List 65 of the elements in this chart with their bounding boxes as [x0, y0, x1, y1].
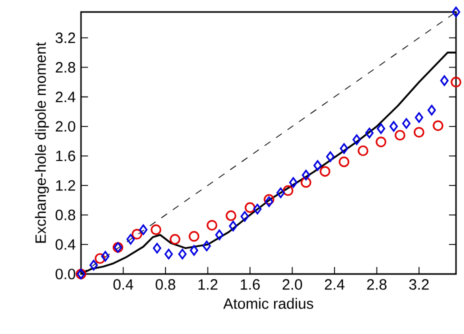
- point: [240, 211, 249, 222]
- point: [170, 234, 180, 245]
- x-tick-label: 2.0: [282, 279, 302, 290]
- point: [178, 248, 187, 260]
- point: [226, 210, 236, 221]
- point: [340, 143, 348, 154]
- point: [276, 188, 285, 198]
- y-tick-label: 3.2: [56, 32, 76, 44]
- y-tick-label: 2.0: [56, 121, 76, 132]
- point: [338, 156, 350, 168]
- x-tick-label: 0.4: [113, 279, 134, 290]
- y-tick-label: 0.4: [56, 239, 76, 250]
- point: [302, 170, 310, 180]
- point: [326, 151, 334, 162]
- point: [440, 75, 449, 86]
- x-tick-label: 2.8: [367, 279, 387, 290]
- point: [452, 6, 460, 18]
- point: [206, 220, 218, 231]
- x-tick-label: 1.6: [240, 279, 260, 290]
- point: [414, 126, 424, 138]
- point: [244, 202, 256, 213]
- point: [139, 224, 148, 236]
- point: [394, 130, 406, 141]
- point: [376, 136, 386, 148]
- y-tick-label: 0.0: [56, 268, 76, 280]
- point: [365, 128, 374, 138]
- point: [320, 166, 330, 177]
- point: [150, 224, 162, 236]
- x-tick-label: 3.2: [409, 279, 429, 290]
- x-tick-label: 1.2: [198, 279, 218, 290]
- point: [228, 220, 238, 232]
- y-tick-label: 1.2: [56, 180, 76, 191]
- point: [376, 123, 386, 134]
- x-tick-label: 2.4: [324, 279, 344, 290]
- point: [352, 134, 361, 145]
- x-tick-label: 0.8: [156, 279, 176, 290]
- point: [282, 185, 294, 196]
- point: [164, 248, 173, 260]
- point: [253, 204, 262, 214]
- y-tick-label: 1.6: [56, 150, 76, 162]
- point: [428, 104, 436, 116]
- point: [101, 250, 110, 262]
- point: [215, 230, 224, 240]
- y-tick-label: 2.4: [56, 92, 76, 102]
- point: [313, 160, 322, 171]
- point: [90, 260, 98, 270]
- point: [432, 120, 444, 131]
- point: [190, 245, 198, 256]
- x-axis-title: Atomic radius: [223, 298, 314, 309]
- point: [358, 145, 368, 156]
- y-axis-title: Exchange-hole dipole moment: [34, 42, 49, 243]
- point: [450, 76, 462, 88]
- point: [414, 112, 424, 123]
- point: [289, 177, 298, 188]
- point: [188, 231, 200, 242]
- point: [94, 253, 106, 264]
- point: [126, 234, 135, 245]
- point: [390, 121, 398, 132]
- y-tick-label: 0.8: [56, 210, 76, 220]
- y-tick-label: 2.8: [56, 62, 76, 73]
- point: [402, 118, 411, 129]
- point: [202, 240, 211, 252]
- point: [152, 242, 162, 254]
- point: [300, 177, 312, 188]
- point: [132, 228, 142, 240]
